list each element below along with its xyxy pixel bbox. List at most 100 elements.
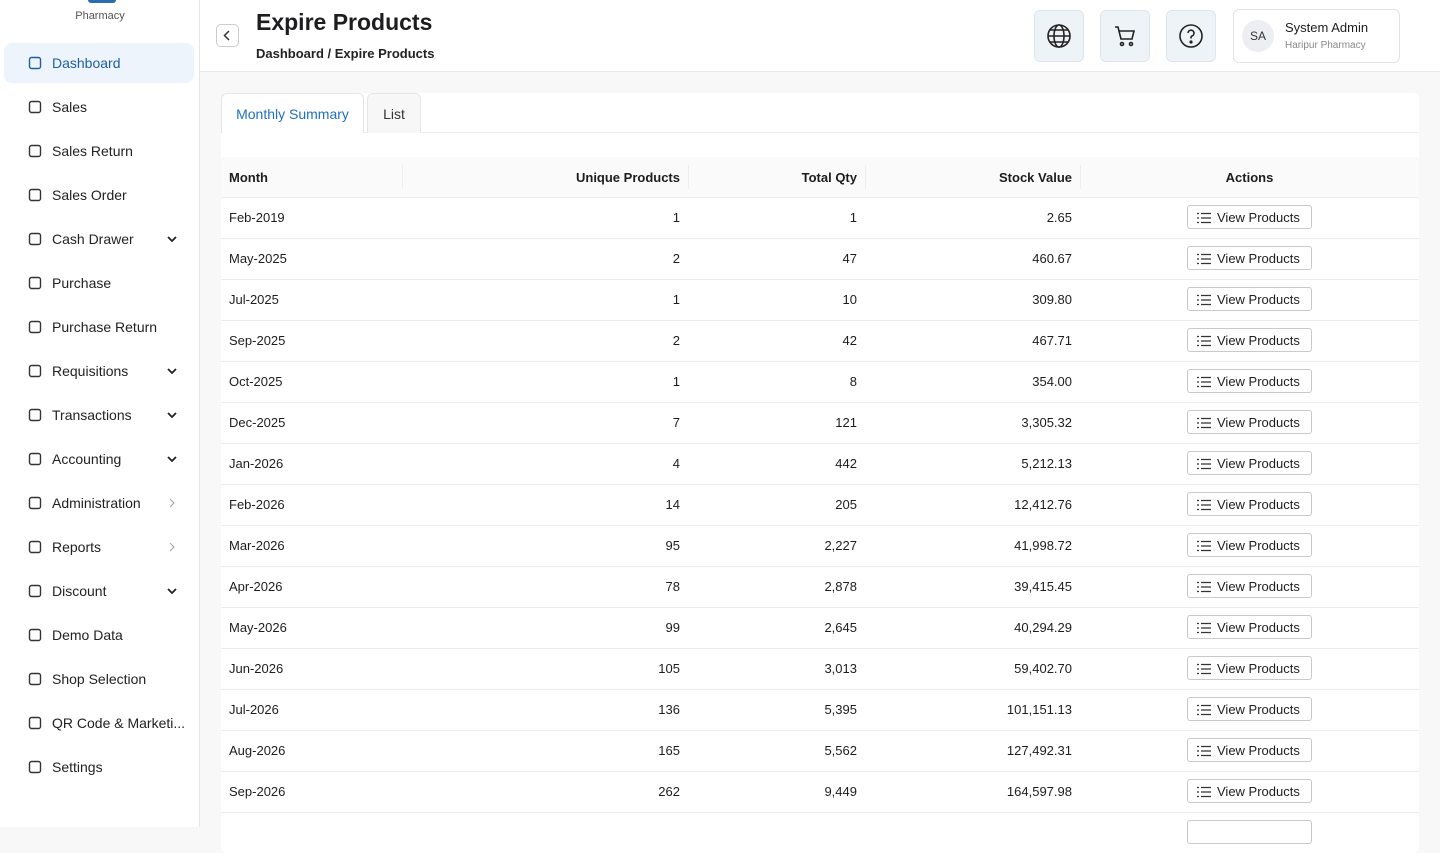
cell-text: Sep-2025 <box>229 333 286 348</box>
tabs: Monthly Summary List <box>221 93 1419 133</box>
cell: Sep-2026 <box>229 771 402 812</box>
cell: Feb-2026 <box>229 484 402 525</box>
cart-button[interactable] <box>1100 10 1150 62</box>
cell-text: 136 <box>658 702 680 717</box>
cell-text: May-2025 <box>229 251 287 266</box>
cell: 10 <box>688 279 857 320</box>
avatar: SA <box>1242 20 1274 52</box>
icon <box>1197 622 1211 634</box>
nav-item[interactable]: Sales <box>4 87 194 127</box>
cell-text: Sep-2026 <box>229 784 286 799</box>
icon <box>28 232 42 246</box>
cell: 165 <box>402 730 680 771</box>
view-products-button[interactable]: View Products <box>1187 246 1312 270</box>
view-products-button[interactable]: View Products <box>1187 697 1312 721</box>
icon <box>28 100 42 114</box>
cell: 9,449 <box>688 771 857 812</box>
logo <box>88 0 116 3</box>
cell: 7 <box>402 402 680 443</box>
cell: 8 <box>688 361 857 402</box>
cell: Oct-2025 <box>229 361 402 402</box>
cell-text: Mar-2026 <box>229 538 285 553</box>
nav-item[interactable]: Purchase Return <box>4 307 194 347</box>
nav-item[interactable]: Dashboard <box>4 43 194 83</box>
view-products-button-text: View Products <box>1217 619 1300 635</box>
cell: 59,402.70 <box>865 648 1072 689</box>
cell-text: 40,294.29 <box>1014 620 1072 635</box>
cell: 41,998.72 <box>865 525 1072 566</box>
cell: Apr-2026 <box>229 566 402 607</box>
icon <box>28 716 42 730</box>
view-products-button[interactable]: View Products <box>1187 779 1312 803</box>
nav-item[interactable]: Settings <box>4 747 194 787</box>
nav-item[interactable]: Shop Selection <box>4 659 194 699</box>
cell-text: Jul-2026 <box>229 702 279 717</box>
cell-text: 12,412.76 <box>1014 497 1072 512</box>
cell-text: 8 <box>849 374 857 389</box>
nav-label: Requisitions <box>52 363 129 379</box>
view-products-button[interactable]: View Products <box>1187 410 1312 434</box>
icon <box>1197 253 1211 265</box>
nav-label: Sales <box>52 99 88 115</box>
cell: May-2026 <box>229 607 402 648</box>
cell: 3,305.32 <box>865 402 1072 443</box>
brand: Pharmacy <box>75 10 125 22</box>
row-line <box>221 648 1419 649</box>
nav-item[interactable]: Accounting <box>4 439 194 479</box>
nav-label: Purchase Return <box>52 319 158 335</box>
tab[interactable]: Monthly Summary <box>221 93 364 133</box>
help-button[interactable] <box>1166 10 1216 62</box>
nav-item[interactable]: Transactions <box>4 395 194 435</box>
nav-item[interactable]: Requisitions <box>4 351 194 391</box>
nav-item[interactable]: Demo Data <box>4 615 194 655</box>
icon <box>1197 540 1211 552</box>
view-products-button[interactable]: View Products <box>1187 451 1312 475</box>
nav-item[interactable]: Sales Order <box>4 175 194 215</box>
view-products-button[interactable]: View Products <box>1187 205 1312 229</box>
nav-item[interactable]: Sales Return <box>4 131 194 171</box>
nav-label: Dashboard <box>52 55 121 71</box>
nav-item[interactable]: Purchase <box>4 263 194 303</box>
column-separator <box>865 165 866 189</box>
breadcrumb[interactable]: Dashboard / Expire Products <box>256 46 435 61</box>
cell-text: Jun-2026 <box>229 661 284 676</box>
column-header-text: Month <box>229 169 268 185</box>
partial-button <box>1187 820 1312 844</box>
tab[interactable]: List <box>367 93 421 133</box>
cell-text: 2 <box>672 333 680 348</box>
view-products-button-text: View Products <box>1217 209 1300 225</box>
cell: Jul-2026 <box>229 689 402 730</box>
cell: 101,151.13 <box>865 689 1072 730</box>
view-products-button[interactable]: View Products <box>1187 533 1312 557</box>
view-products-button[interactable]: View Products <box>1187 369 1312 393</box>
view-products-button[interactable]: View Products <box>1187 615 1312 639</box>
cell-text: 165 <box>658 743 680 758</box>
view-products-button[interactable]: View Products <box>1187 656 1312 680</box>
cell-text: 2.65 <box>1046 210 1072 225</box>
view-products-button[interactable]: View Products <box>1187 287 1312 311</box>
column-header: Actions <box>1080 157 1419 197</box>
cell: 2,645 <box>688 607 857 648</box>
nav-item[interactable]: QR Code & Marketi... <box>4 703 194 743</box>
language-button[interactable] <box>1034 10 1084 62</box>
user-name: System Admin <box>1285 20 1369 35</box>
nav-item[interactable]: Discount <box>4 571 194 611</box>
view-products-button-text: View Products <box>1217 332 1300 348</box>
view-products-button[interactable]: View Products <box>1187 492 1312 516</box>
view-products-button[interactable]: View Products <box>1187 574 1312 598</box>
user-menu[interactable]: SA System Admin Haripur Pharmacy <box>1233 9 1400 63</box>
cell: 121 <box>688 402 857 443</box>
cell-text: 205 <box>835 497 857 512</box>
view-products-button[interactable]: View Products <box>1187 738 1312 762</box>
column-header-text: Stock Value <box>999 169 1072 185</box>
view-products-button[interactable]: View Products <box>1187 328 1312 352</box>
nav-item[interactable]: Administration <box>4 483 194 523</box>
cell-text: Oct-2025 <box>229 374 283 389</box>
back-button[interactable] <box>216 24 239 47</box>
view-products-button-text: View Products <box>1217 701 1300 717</box>
row-line <box>221 730 1419 731</box>
cell: 442 <box>688 443 857 484</box>
nav-item[interactable]: Cash Drawer <box>4 219 194 259</box>
cell: May-2025 <box>229 238 402 279</box>
nav-item[interactable]: Reports <box>4 527 194 567</box>
